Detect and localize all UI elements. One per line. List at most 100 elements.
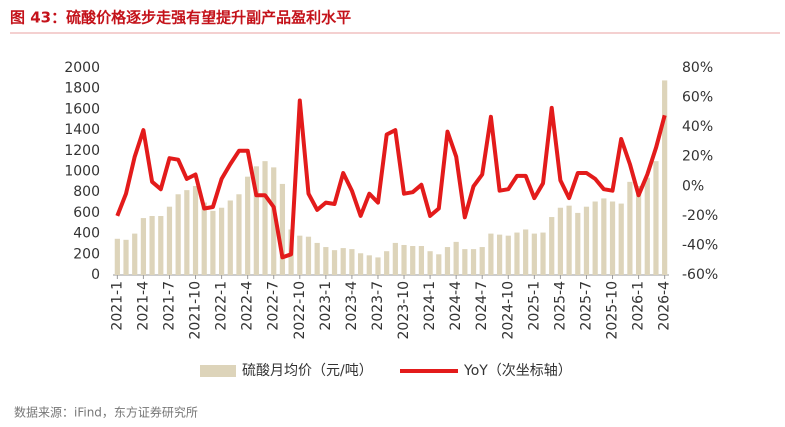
y2-tick-label: 20% — [682, 149, 713, 165]
bar — [245, 176, 251, 275]
bar — [149, 216, 155, 275]
x-tick-label: 2025-4 — [552, 281, 568, 331]
bar — [375, 257, 381, 275]
source-note: 数据来源：iFind，东方证券研究所 — [14, 405, 198, 420]
bar — [392, 242, 398, 275]
bar — [540, 232, 546, 275]
y-tick-label: 600 — [73, 205, 100, 221]
y2-tick-label: -20% — [682, 208, 718, 224]
x-tick-label: 2025-7 — [578, 281, 594, 331]
bar — [357, 253, 364, 275]
y-tick-label: 1400 — [64, 122, 100, 138]
bar — [531, 233, 537, 275]
bar — [132, 233, 138, 275]
bar — [644, 177, 650, 275]
bar — [479, 247, 485, 275]
bar — [262, 161, 268, 275]
bar — [210, 210, 216, 275]
y2-tick-label: 60% — [682, 90, 713, 106]
chart-title: 图 43：硫酸价格逐步走强有望提升副产品盈利水平 — [10, 9, 351, 27]
bar — [514, 232, 520, 275]
bar — [418, 246, 425, 275]
line — [115, 98, 667, 260]
bar — [175, 194, 181, 275]
x-tick-label: 2023-1 — [318, 281, 334, 331]
bar — [201, 202, 207, 275]
bar — [297, 235, 303, 275]
bar — [218, 207, 225, 275]
bar — [575, 212, 581, 275]
x-tick-label: 2022-7 — [266, 281, 282, 331]
bar — [583, 206, 590, 275]
bar — [523, 229, 529, 275]
bar — [140, 218, 147, 275]
y-tick-label: 0 — [91, 267, 100, 283]
y-tick-label: 200 — [73, 246, 100, 262]
x-tick-label: 2021-1 — [109, 281, 125, 331]
y-tick-label: 1800 — [64, 81, 100, 97]
bar — [488, 233, 494, 275]
bar — [314, 242, 320, 275]
bar — [349, 249, 355, 275]
y-tick-label: 800 — [73, 184, 100, 200]
y-tick-label: 2000 — [64, 60, 100, 76]
bar — [496, 234, 503, 275]
bar — [114, 238, 120, 275]
bar — [184, 190, 190, 275]
x-tick-label: 2025-1 — [526, 281, 542, 331]
bar — [323, 247, 329, 275]
x-tick-label: 2021-7 — [161, 281, 177, 331]
x-tick-label: 2024-1 — [422, 281, 438, 331]
bar — [557, 207, 564, 275]
bar — [384, 251, 390, 275]
bar — [271, 167, 277, 275]
x-tick-label: 2023-4 — [344, 281, 360, 331]
legend-label: YoY（次坐标轴） — [463, 363, 572, 379]
bar — [618, 203, 624, 275]
bar — [410, 246, 416, 275]
bar — [462, 249, 468, 275]
bar — [123, 239, 129, 275]
legend-label: 硫酸月均价（元/吨） — [242, 363, 373, 379]
y2-tick-label: 40% — [682, 119, 713, 135]
x-tick-label: 2025-10 — [605, 281, 621, 340]
bar — [236, 194, 242, 275]
bar — [305, 236, 312, 275]
x-tick-label: 2022-10 — [292, 281, 308, 340]
bar — [653, 161, 659, 275]
bar — [366, 255, 372, 275]
bar — [601, 198, 607, 275]
x-tick-label: 2022-1 — [214, 281, 230, 331]
bar — [549, 217, 555, 275]
x-tick-label: 2024-7 — [474, 281, 490, 331]
y-tick-label: 1200 — [64, 143, 100, 159]
bar — [227, 200, 233, 275]
x-tick-label: 2024-4 — [448, 281, 464, 331]
bar — [444, 247, 451, 275]
bar — [192, 185, 199, 275]
x-tick-label: 2023-10 — [396, 281, 412, 340]
x-tick-label: 2021-4 — [135, 281, 151, 331]
y-tick-label: 1600 — [64, 101, 100, 117]
bar — [340, 248, 346, 275]
bar — [505, 235, 511, 275]
x-tick-label: 2026-4 — [657, 281, 673, 331]
y-tick-label: 1000 — [64, 164, 100, 180]
bar — [436, 254, 442, 275]
x-tick-label: 2023-7 — [370, 281, 386, 331]
bar — [566, 205, 572, 275]
legend-swatch — [200, 365, 236, 377]
bar — [331, 250, 338, 275]
bar — [453, 241, 459, 275]
bar — [158, 216, 164, 275]
bar — [609, 201, 616, 275]
bar — [662, 80, 668, 275]
y2-tick-label: 80% — [682, 60, 713, 76]
x-tick-label: 2021-10 — [188, 281, 204, 340]
bar — [470, 249, 477, 275]
bar — [253, 166, 259, 275]
bar — [401, 244, 407, 275]
y2-tick-label: 0% — [682, 178, 704, 194]
